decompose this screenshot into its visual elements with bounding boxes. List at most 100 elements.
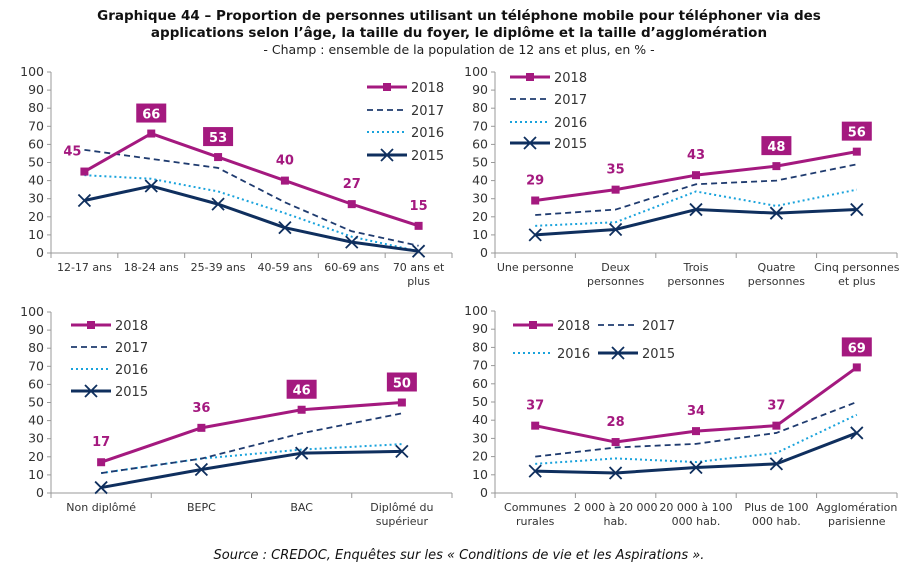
x-tick-label: 12-17 ans	[57, 261, 112, 274]
y-tick-label: 30	[472, 430, 488, 445]
title-line-2: applications selon l’âge, la taille du f…	[150, 25, 768, 41]
data-label: 53	[209, 131, 227, 146]
x-tick-label: 60-69 ans	[324, 261, 379, 274]
legend-label: 2018	[557, 319, 590, 334]
x-tick-label: personnes	[667, 275, 724, 288]
y-tick-label: 0	[480, 245, 488, 260]
legend-item-2017: 2017	[71, 341, 148, 356]
x-tick-label: personnes	[748, 275, 805, 288]
series-line-2016	[535, 413, 858, 465]
data-label: 37	[767, 399, 785, 414]
y-tick-label: 70	[28, 118, 44, 133]
data-label: 66	[142, 108, 160, 123]
y-tick-label: 90	[472, 82, 488, 97]
series-line-2015	[535, 208, 857, 237]
series-line-2017	[100, 412, 403, 474]
data-label-box	[841, 337, 872, 357]
series-line-2018	[83, 132, 420, 228]
y-tick-label: 90	[28, 322, 44, 337]
square-marker	[611, 438, 620, 447]
x-tick-label: parisienne	[828, 515, 886, 528]
series-line-2016	[535, 188, 857, 227]
x-marker	[84, 384, 98, 398]
legend-label: 2018	[554, 71, 587, 86]
series-line-2017	[84, 148, 419, 247]
x-tick-label: Trois	[683, 261, 709, 274]
series-line-2017	[535, 163, 857, 216]
square-marker	[383, 83, 391, 91]
legend-label: 2016	[554, 116, 587, 131]
square-marker	[692, 171, 700, 180]
y-tick-label: 10	[28, 467, 44, 482]
square-marker	[280, 176, 289, 185]
chart-panel-1: 0 10 20 30 40 50 60 70 80 90 100 12-17 ans 18-24 ans…	[20, 64, 453, 288]
data-label: 46	[293, 384, 311, 399]
legend-label: 2017	[115, 341, 148, 356]
legend-item-2018: 2018	[513, 319, 590, 334]
x-marker	[345, 235, 359, 249]
square-marker	[529, 321, 537, 329]
x-tick-label: Quatre	[758, 261, 796, 274]
square-marker	[214, 153, 223, 162]
series-line-2016	[100, 443, 402, 475]
y-tick-label: 30	[28, 431, 44, 446]
x-marker	[77, 193, 92, 208]
data-label: 43	[687, 148, 705, 163]
square-marker	[97, 458, 106, 467]
y-tick-label: 80	[28, 340, 44, 355]
y-tick-label: 40	[472, 173, 488, 188]
square-marker	[852, 363, 861, 372]
legend-item-2016: 2016	[367, 126, 444, 141]
x-marker	[528, 464, 542, 478]
legend-label: 2015	[554, 137, 587, 152]
x-tick-label: Une personne	[497, 261, 574, 274]
y-tick-label: 70	[472, 118, 488, 133]
square-marker	[692, 427, 700, 436]
data-label: 29	[526, 174, 544, 189]
y-tick-label: 70	[28, 358, 44, 373]
square-marker	[772, 162, 781, 171]
y-tick-label: 90	[472, 321, 488, 336]
y-tick-label: 60	[28, 376, 44, 391]
x-tick-label: rurales	[516, 515, 555, 528]
legend-label: 2017	[642, 319, 675, 334]
series-line-2017	[535, 401, 858, 458]
square-marker	[772, 421, 781, 430]
data-label: 48	[767, 140, 785, 155]
x-tick-label: 000 hab.	[752, 515, 801, 528]
data-label-box	[136, 103, 167, 123]
y-tick-label: 80	[472, 100, 488, 115]
y-tick-label: 100	[464, 303, 488, 318]
x-marker	[278, 221, 292, 235]
data-label: 56	[848, 126, 866, 141]
y-tick-label: 50	[28, 395, 44, 410]
legend-label: 2015	[642, 347, 675, 362]
y-tick-label: 60	[28, 136, 44, 151]
y-tick-label: 80	[28, 100, 44, 115]
y-tick-label: 50	[28, 155, 44, 170]
x-tick-label: 40-59 ans	[257, 261, 312, 274]
y-tick-label: 100	[464, 64, 488, 79]
x-tick-label: Non diplômé	[66, 501, 136, 514]
legend-label: 2016	[115, 363, 148, 378]
x-marker	[608, 222, 623, 237]
legend-item-2016: 2016	[513, 347, 590, 362]
y-tick-label: 40	[28, 173, 44, 188]
x-marker	[211, 197, 225, 211]
x-marker	[144, 179, 158, 193]
x-marker	[850, 426, 864, 440]
y-tick-label: 30	[28, 191, 44, 206]
square-marker	[414, 221, 423, 230]
y-tick-label: 100	[20, 304, 44, 319]
title-line-1: Graphique 44 – Proportion de personnes u…	[97, 8, 821, 24]
x-tick-label: BEPC	[187, 501, 216, 514]
square-marker	[147, 129, 156, 138]
legend-item-2018: 2018	[71, 319, 148, 334]
data-label: 28	[607, 415, 625, 430]
legend-item-2016: 2016	[510, 116, 587, 131]
series-line-2016	[84, 174, 419, 253]
x-tick-label: 20 000 à 100	[659, 501, 732, 514]
legend-item-2015: 2015	[598, 346, 675, 362]
